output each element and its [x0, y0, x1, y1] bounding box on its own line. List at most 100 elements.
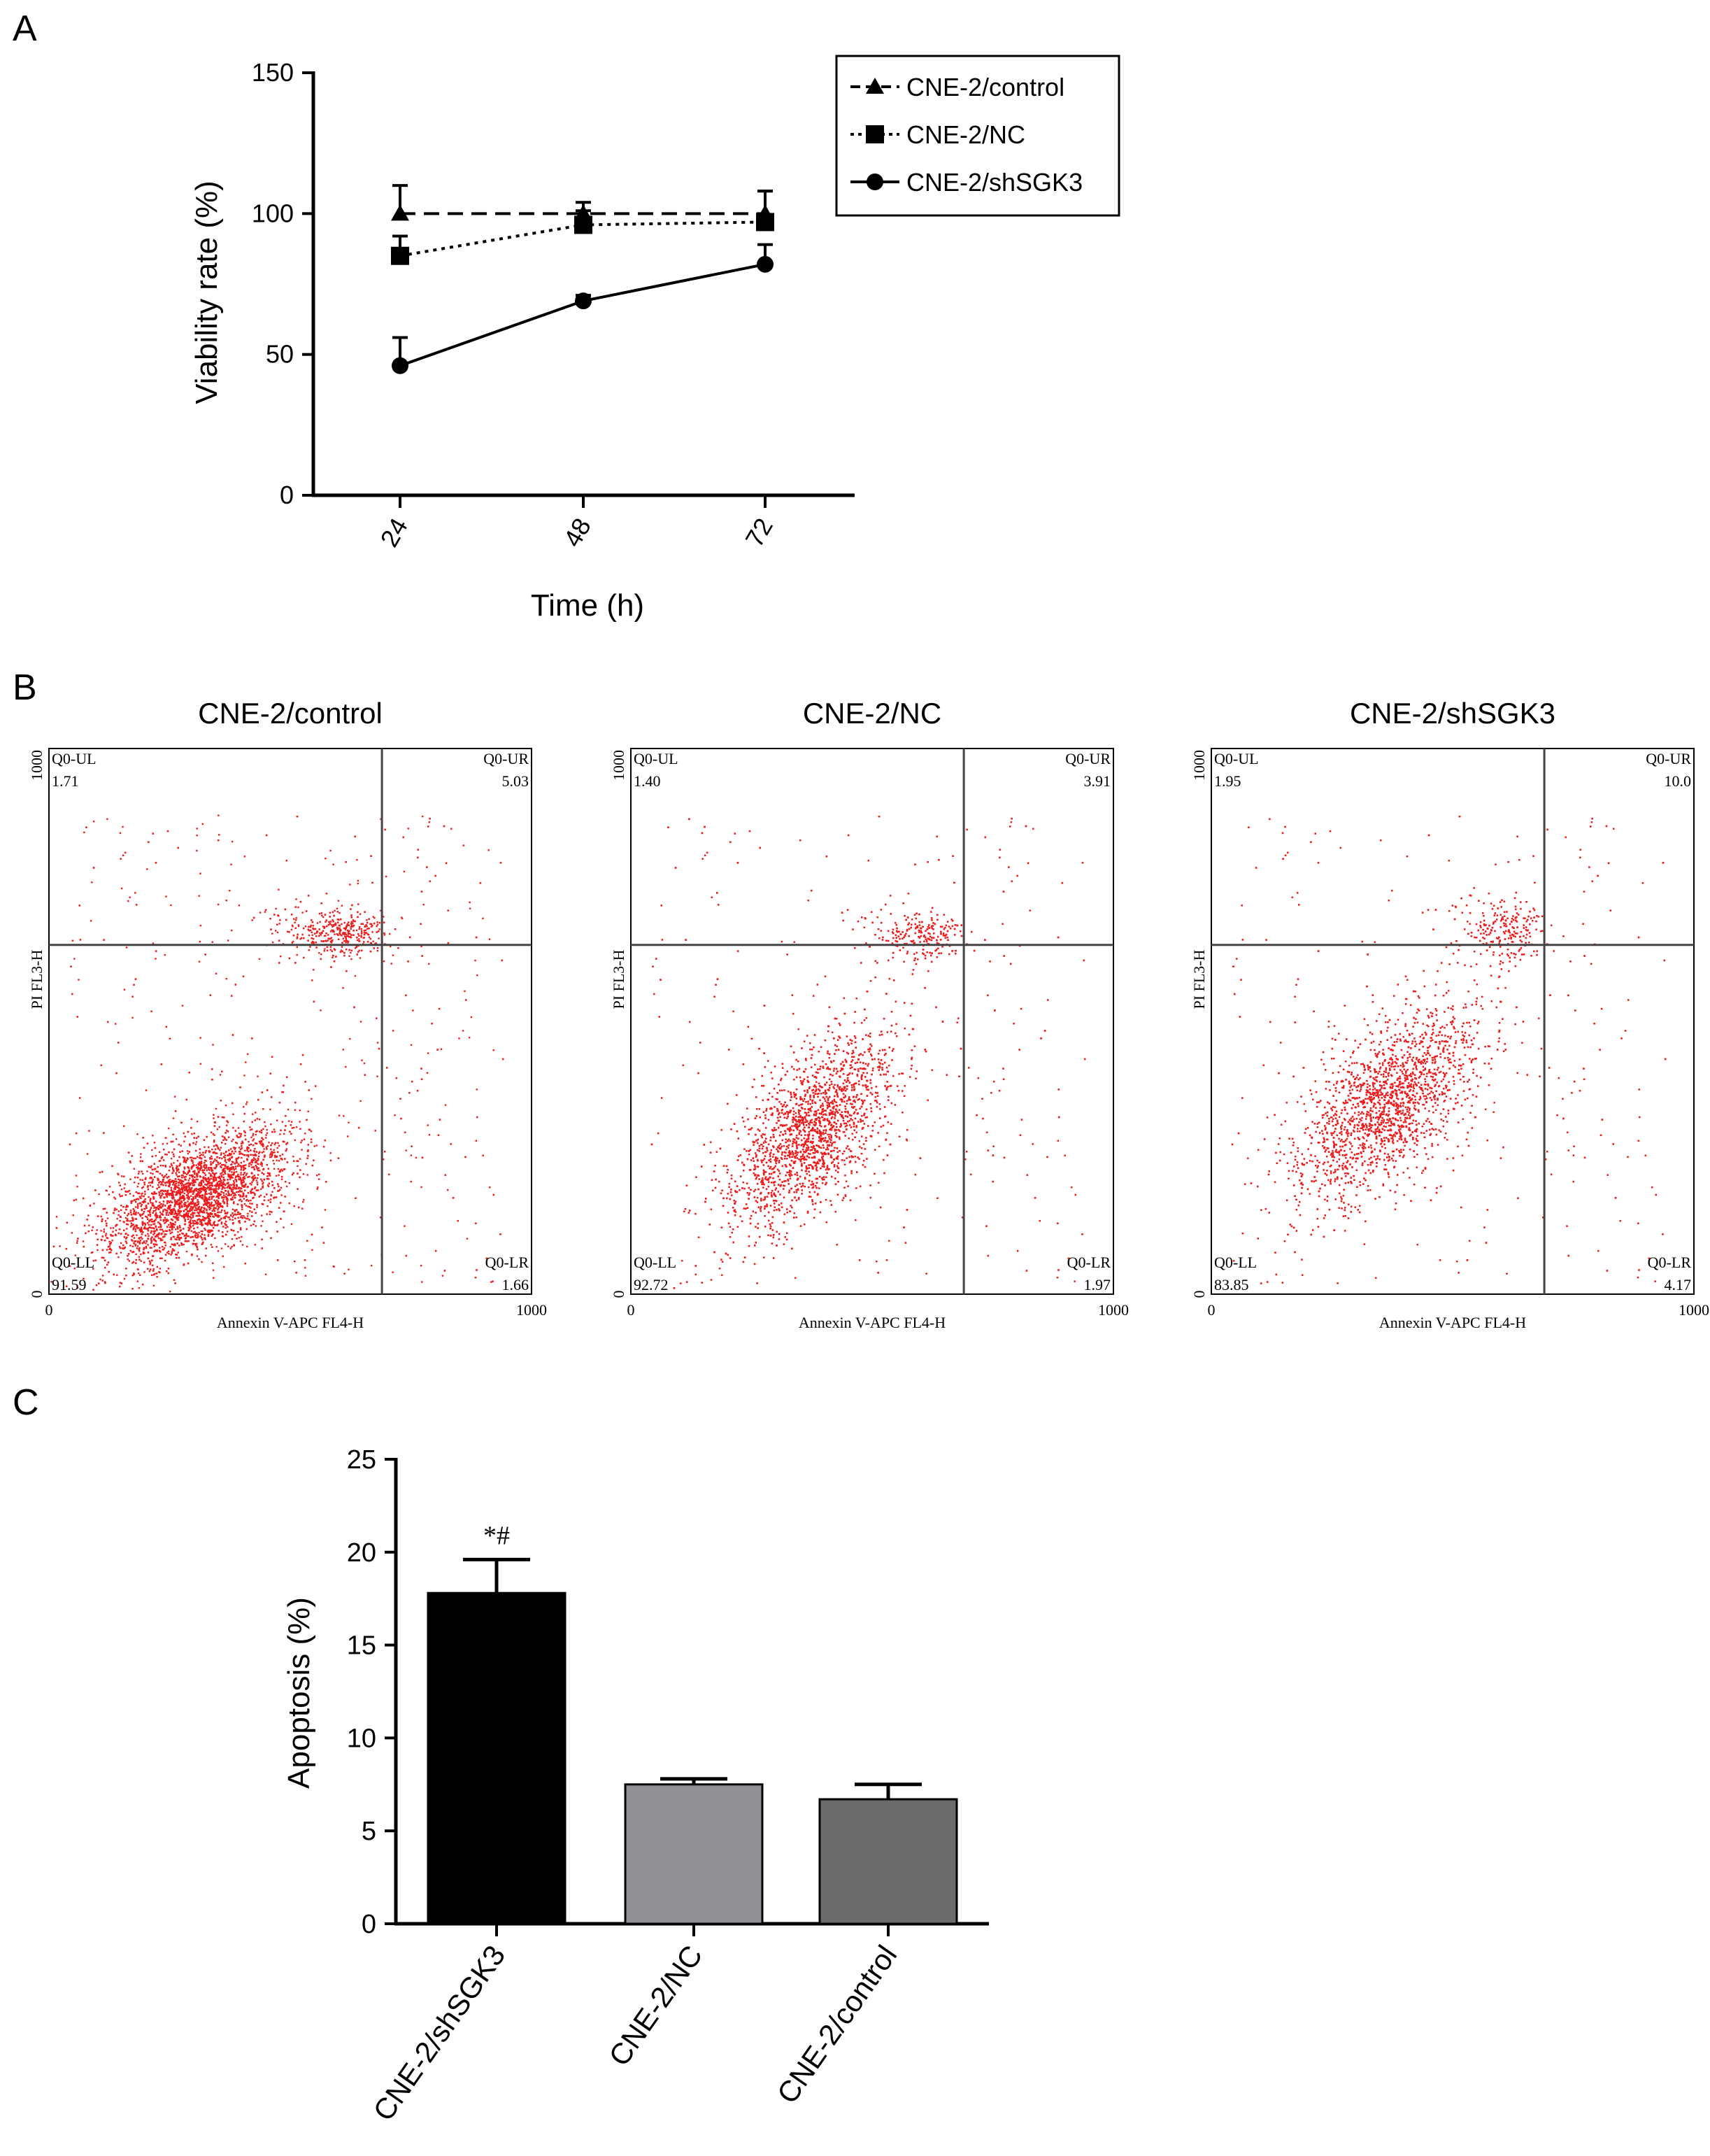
flow-dot — [225, 1215, 227, 1218]
flow-dot — [233, 1185, 236, 1187]
flow-dot — [202, 1179, 204, 1182]
flow-dot — [190, 1182, 192, 1185]
flow-dot — [345, 970, 348, 972]
flow-dot — [197, 1236, 199, 1238]
flow-dot — [103, 939, 105, 941]
flow-dot — [194, 1157, 197, 1160]
flow-dot — [209, 1231, 211, 1233]
flow-dot — [236, 1175, 239, 1177]
flow-dot — [129, 1160, 131, 1163]
flow-dot — [347, 1135, 349, 1137]
flow-dot — [140, 1153, 142, 1155]
flow-dot — [153, 1191, 156, 1193]
flow-dot — [215, 1196, 218, 1198]
flow-dot — [220, 1247, 223, 1249]
flow-dot — [232, 1184, 234, 1186]
flow-dot — [255, 1112, 257, 1114]
flow-dot — [197, 1194, 199, 1196]
flow-dot — [229, 1148, 232, 1150]
flow-dot — [140, 1231, 142, 1233]
flow-dot — [174, 1203, 176, 1206]
flow-dot — [156, 1276, 158, 1278]
flow-dot — [218, 1206, 220, 1208]
flow-dot — [329, 921, 332, 923]
flow-dot — [204, 1222, 206, 1224]
flow-dot — [350, 949, 353, 951]
flow-dot — [226, 1154, 229, 1156]
flow-dot — [202, 1185, 204, 1188]
flow-dot — [253, 1168, 255, 1171]
flow-dot — [297, 925, 300, 927]
flow-dot — [187, 1262, 190, 1265]
flow-dot — [137, 1198, 140, 1200]
flow-dot — [221, 1185, 223, 1187]
flow-dot — [235, 1160, 238, 1162]
flow-dot — [236, 1142, 238, 1144]
flow-dot — [208, 1146, 210, 1149]
flow-dot — [376, 923, 379, 925]
flow-dot — [315, 935, 318, 937]
flow-dot — [384, 828, 386, 831]
flow-dot — [196, 1242, 198, 1245]
flow-dot — [447, 909, 449, 912]
flow-dot — [287, 1108, 290, 1111]
flow-dot — [475, 1140, 478, 1142]
flow-dot — [327, 937, 330, 939]
flow-dot — [299, 1176, 301, 1179]
flow-dot — [234, 1150, 236, 1153]
flow-dot — [192, 1165, 194, 1167]
flow-dot — [141, 1242, 143, 1244]
flow-dot — [342, 932, 344, 934]
flow-dot — [166, 1219, 169, 1221]
flow-dot — [255, 1154, 257, 1157]
flow-dot — [229, 1175, 231, 1177]
flow-dot — [290, 928, 292, 931]
flow-dot — [244, 1131, 246, 1134]
flow-dot — [218, 1185, 220, 1188]
flow-dot — [428, 963, 430, 965]
flow-dot — [296, 953, 298, 956]
flow-dot — [202, 1151, 204, 1154]
flow-dot — [299, 1063, 302, 1065]
flow-dot — [313, 969, 315, 971]
flow-dot — [248, 1141, 250, 1143]
flow-dot — [260, 1131, 263, 1134]
flow-dot — [133, 1226, 135, 1228]
flow-dot — [263, 1148, 265, 1150]
flow-dot — [155, 862, 157, 864]
flow-dot — [184, 1135, 186, 1137]
flow-dot — [234, 1147, 236, 1149]
flow-dot — [146, 1170, 148, 1172]
flow-dot — [213, 1179, 215, 1182]
flow-dot — [183, 1235, 186, 1237]
flow-dot — [211, 1246, 213, 1248]
flow-dot — [144, 1193, 146, 1196]
flow-dot — [137, 1241, 139, 1243]
flow-dot — [185, 1160, 187, 1163]
flow-dot — [250, 1172, 252, 1175]
flow-dot — [229, 1158, 231, 1161]
flow-dot — [122, 854, 124, 856]
flow-dot — [329, 949, 332, 951]
flow-dot — [320, 958, 322, 960]
flow-dot — [192, 1157, 194, 1160]
flow-dot — [349, 884, 351, 886]
flow-dot — [354, 920, 356, 923]
flow-dot — [185, 1173, 188, 1176]
flow-dot — [220, 1165, 222, 1168]
flow-dot — [215, 972, 218, 974]
flow-dot — [194, 1197, 197, 1199]
flow-dot — [237, 1173, 239, 1176]
flow-dot — [224, 1217, 226, 1219]
flow-dot — [96, 1229, 98, 1231]
flow-dot — [199, 1151, 201, 1154]
flow-dot — [152, 1223, 155, 1226]
flow-dot — [150, 1230, 152, 1233]
flow-dot — [73, 1268, 76, 1270]
flow-dot — [100, 1230, 102, 1232]
flow-dot — [160, 1063, 163, 1065]
flow-dot — [180, 1186, 183, 1189]
flow-dot — [264, 1273, 267, 1275]
flow-dot — [364, 929, 367, 931]
flow-dot — [196, 835, 198, 837]
